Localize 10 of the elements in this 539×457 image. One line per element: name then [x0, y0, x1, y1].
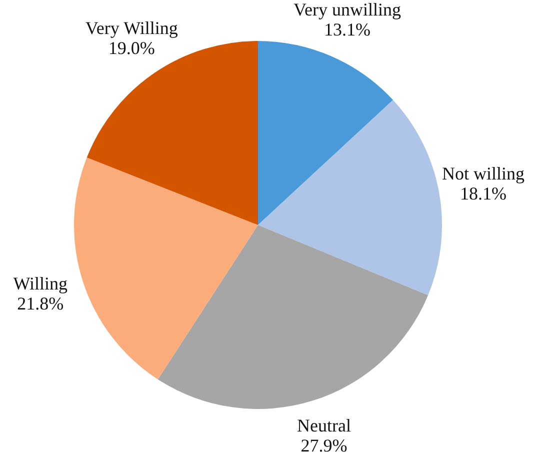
data-label: 19.0%: [108, 38, 155, 58]
data-label: 18.1%: [460, 183, 506, 204]
slice-label: Very Willing: [85, 18, 178, 38]
slice-label: Very unwilling: [294, 0, 402, 20]
slice-label: Neutral: [297, 416, 351, 436]
slice-label: Not willing: [442, 163, 524, 184]
slice-label: Willing: [13, 273, 68, 294]
data-label: 13.1%: [324, 19, 371, 40]
data-label: 21.8%: [17, 293, 64, 314]
data-label: 27.9%: [300, 436, 348, 456]
